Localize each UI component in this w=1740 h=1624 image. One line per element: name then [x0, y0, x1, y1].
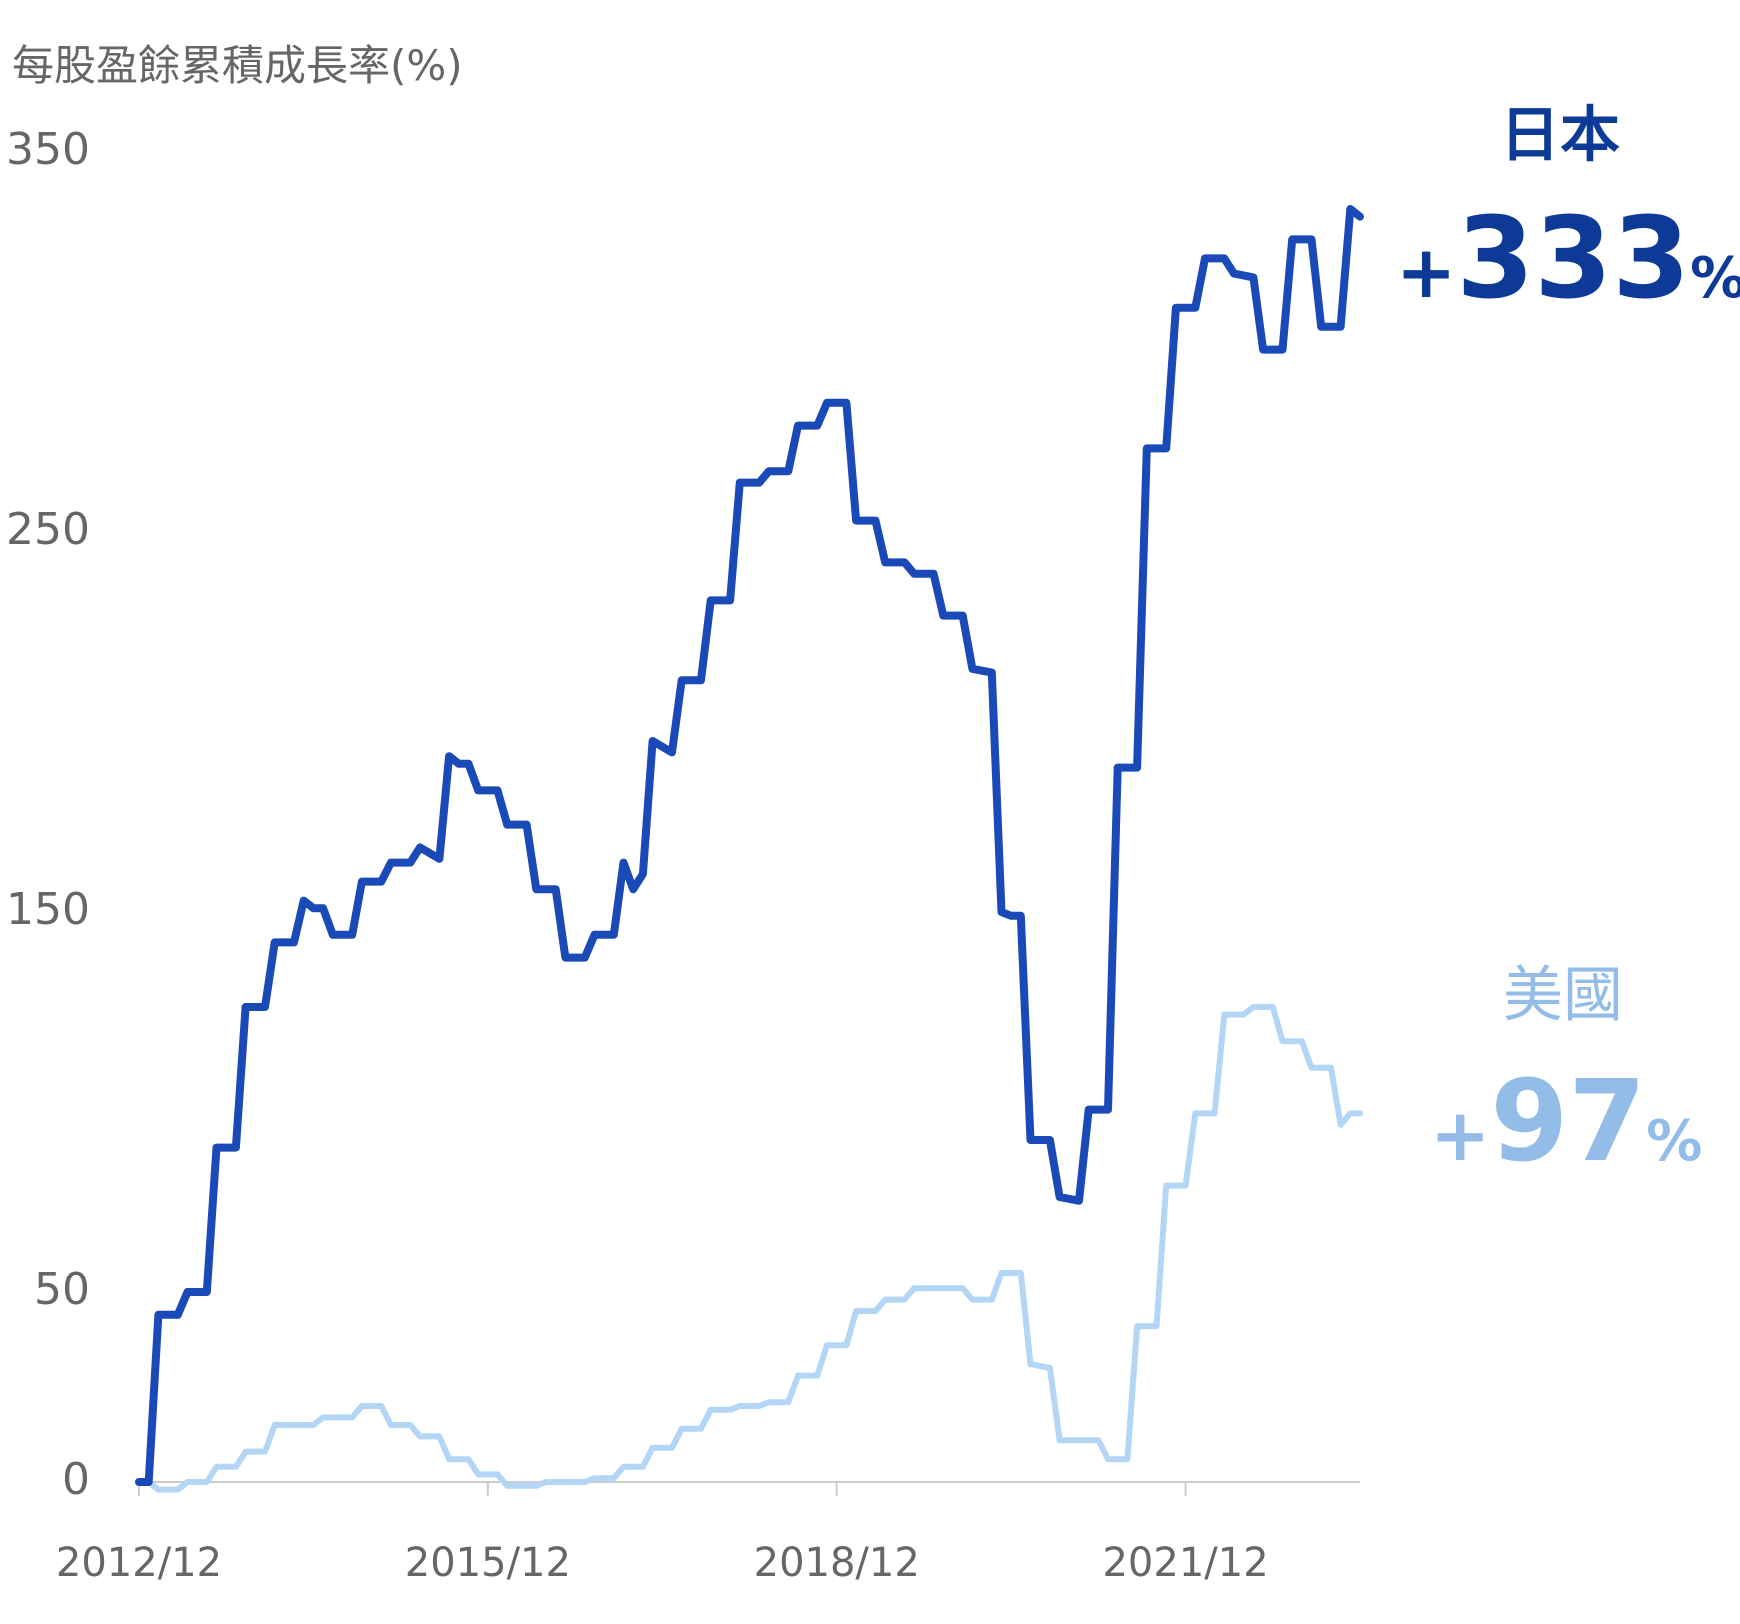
- y-tick-label: 50: [34, 1264, 90, 1315]
- x-tick-label: 2015/12: [405, 1540, 571, 1586]
- legend-label: 美國: [1503, 961, 1623, 1031]
- legend-label: 日本: [1500, 101, 1620, 171]
- x-tick-label: 2021/12: [1102, 1540, 1268, 1586]
- series-line: [136, 1004, 1363, 1493]
- x-tick-label: 2012/12: [56, 1540, 222, 1586]
- y-tick-label: 250: [6, 504, 90, 555]
- end-value-label: +97%: [1430, 1057, 1702, 1187]
- y-tick-label: 150: [6, 884, 90, 935]
- x-tick-label: 2018/12: [754, 1540, 920, 1586]
- y-tick-label: 350: [6, 124, 90, 175]
- chart-title: 每股盈餘累積成長率(%): [12, 41, 463, 90]
- end-value-label: +333%: [1396, 194, 1740, 324]
- series-line: [135, 205, 1364, 1486]
- y-tick-label: 0: [62, 1454, 90, 1505]
